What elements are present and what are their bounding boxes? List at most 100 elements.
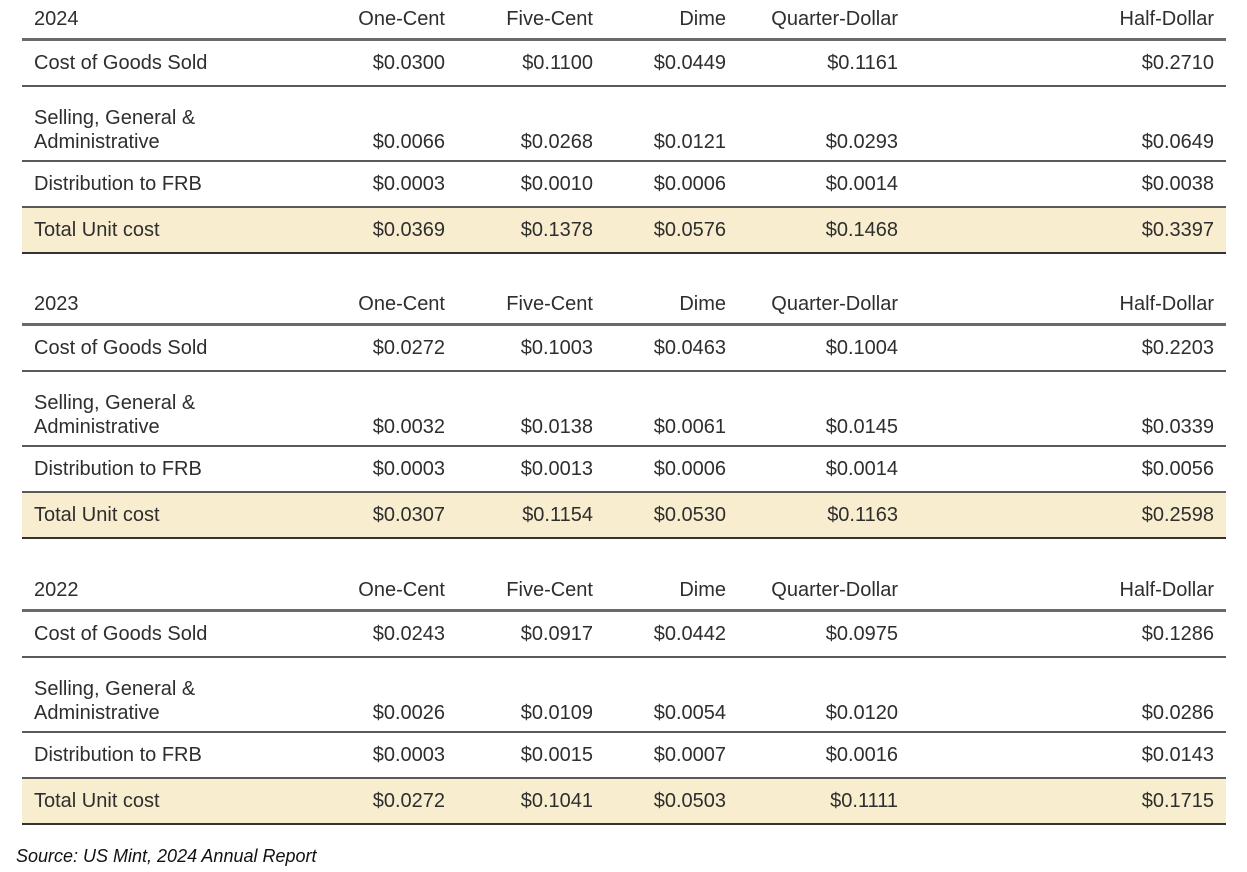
row-label: Total Unit cost — [22, 207, 327, 254]
year-header: 2023 — [22, 285, 327, 326]
cell-value: $0.0503 — [605, 778, 738, 825]
cell-value: $0.0054 — [605, 657, 738, 733]
cell-value: $0.1378 — [457, 207, 605, 254]
cell-value: $0.0449 — [605, 39, 738, 87]
cell-value: $0.0007 — [605, 732, 738, 779]
column-header: Half-Dollar — [910, 0, 1226, 41]
year-header: 2024 — [22, 0, 327, 41]
row-cost-of-goods-sold: Cost of Goods Sold $0.0300 $0.1100 $0.0449 $… — [22, 39, 1226, 87]
cell-value: $0.0003 — [327, 732, 457, 779]
cell-value: $0.0015 — [457, 732, 605, 779]
cell-value: $0.0293 — [738, 86, 910, 162]
cell-value: $0.1004 — [738, 324, 910, 372]
column-header: Five-Cent — [457, 285, 605, 326]
cell-value: $0.0369 — [327, 207, 457, 254]
cell-value: $0.1041 — [457, 778, 605, 825]
cell-value: $0.0014 — [738, 161, 910, 208]
cell-value: $0.0975 — [738, 610, 910, 658]
column-header: Dime — [605, 285, 738, 326]
cell-value: $0.0530 — [605, 492, 738, 539]
row-distribution-to-frb: Distribution to FRB $0.0003 $0.0010 $0.0006… — [22, 161, 1226, 208]
cell-value: $0.0463 — [605, 324, 738, 372]
column-header: Quarter-Dollar — [738, 285, 910, 326]
column-header: Quarter-Dollar — [738, 571, 910, 612]
year-header: 2022 — [22, 571, 327, 612]
row-distribution-to-frb: Distribution to FRB $0.0003 $0.0015 $0.0007… — [22, 732, 1226, 779]
row-label: Cost of Goods Sold — [22, 324, 327, 372]
row-label-line: Selling, General & — [34, 107, 196, 129]
cell-value: $0.0003 — [327, 446, 457, 493]
row-label-line: Selling, General & — [34, 392, 196, 414]
row-label: Distribution to FRB — [22, 732, 327, 779]
row-label: Cost of Goods Sold — [22, 39, 327, 87]
cell-value: $0.0003 — [327, 161, 457, 208]
table-header-row: 2023 One-Cent Five-Cent Dime Quarter-Dollar H… — [22, 285, 1226, 326]
cell-value: $0.0442 — [605, 610, 738, 658]
cell-value: $0.1161 — [738, 39, 910, 87]
cell-value: $0.0649 — [910, 86, 1226, 162]
cell-value: $0.0120 — [738, 657, 910, 733]
row-cost-of-goods-sold: Cost of Goods Sold $0.0243 $0.0917 $0.0442 $… — [22, 610, 1226, 658]
cell-value: $0.0307 — [327, 492, 457, 539]
cell-value: $0.0006 — [605, 446, 738, 493]
row-label: Selling, General & Administrative — [22, 371, 327, 447]
cell-value: $0.0061 — [605, 371, 738, 447]
cell-value: $0.1154 — [457, 492, 605, 539]
row-label: Total Unit cost — [22, 778, 327, 825]
column-header: One-Cent — [327, 285, 457, 326]
column-header: Five-Cent — [457, 571, 605, 612]
cell-value: $0.1163 — [738, 492, 910, 539]
row-selling-general-administrative: Selling, General & Administrative $0.0026 $… — [22, 657, 1226, 733]
cell-value: $0.0014 — [738, 446, 910, 493]
row-total-unit-cost: Total Unit cost $0.0369 $0.1378 $0.0576 $0.1… — [22, 207, 1226, 254]
cell-value: $0.0272 — [327, 778, 457, 825]
cell-value: $0.1100 — [457, 39, 605, 87]
cell-value: $0.0026 — [327, 657, 457, 733]
row-label: Total Unit cost — [22, 492, 327, 539]
cell-value: $0.1003 — [457, 324, 605, 372]
row-label: Cost of Goods Sold — [22, 610, 327, 658]
column-header: Quarter-Dollar — [738, 0, 910, 41]
cell-value: $0.2598 — [910, 492, 1226, 539]
column-header: Dime — [605, 0, 738, 41]
cell-value: $0.0243 — [327, 610, 457, 658]
row-total-unit-cost: Total Unit cost $0.0307 $0.1154 $0.0530 $0.1… — [22, 492, 1226, 539]
column-header: Five-Cent — [457, 0, 605, 41]
row-selling-general-administrative: Selling, General & Administrative $0.0066 $… — [22, 86, 1226, 162]
source-note: Source: US Mint, 2024 Annual Report — [16, 846, 317, 866]
cell-value: $0.3397 — [910, 207, 1226, 254]
column-header: One-Cent — [327, 0, 457, 41]
cell-value: $0.0138 — [457, 371, 605, 447]
table-header-row: 2024 One-Cent Five-Cent Dime Quarter-Dollar H… — [22, 0, 1226, 41]
cell-value: $0.0013 — [457, 446, 605, 493]
row-label: Selling, General & Administrative — [22, 657, 327, 733]
cell-value: $0.0339 — [910, 371, 1226, 447]
cell-value: $0.0143 — [910, 732, 1226, 779]
cell-value: $0.0268 — [457, 86, 605, 162]
cell-value: $0.0917 — [457, 610, 605, 658]
row-label-line: Administrative — [34, 131, 160, 153]
row-label-line: Selling, General & — [34, 678, 196, 700]
table-header-row: 2022 One-Cent Five-Cent Dime Quarter-Dollar H… — [22, 571, 1226, 612]
cell-value: $0.0300 — [327, 39, 457, 87]
unit-cost-table-2023: 2023 One-Cent Five-Cent Dime Quarter-Dollar H… — [22, 285, 1226, 539]
column-header: Half-Dollar — [910, 285, 1226, 326]
unit-cost-table-2024: 2024 One-Cent Five-Cent Dime Quarter-Dollar H… — [22, 0, 1226, 254]
cell-value: $0.0109 — [457, 657, 605, 733]
cell-value: $0.0145 — [738, 371, 910, 447]
row-label: Distribution to FRB — [22, 446, 327, 493]
cell-value: $0.0010 — [457, 161, 605, 208]
cell-value: $0.1111 — [738, 778, 910, 825]
row-distribution-to-frb: Distribution to FRB $0.0003 $0.0013 $0.0006… — [22, 446, 1226, 493]
cell-value: $0.0066 — [327, 86, 457, 162]
cell-value: $0.0006 — [605, 161, 738, 208]
cell-value: $0.0272 — [327, 324, 457, 372]
column-header: One-Cent — [327, 571, 457, 612]
unit-cost-table-2022: 2022 One-Cent Five-Cent Dime Quarter-Dollar H… — [22, 571, 1226, 825]
cell-value: $0.2203 — [910, 324, 1226, 372]
cell-value: $0.1468 — [738, 207, 910, 254]
row-label-line: Administrative — [34, 702, 160, 724]
row-cost-of-goods-sold: Cost of Goods Sold $0.0272 $0.1003 $0.0463 $… — [22, 324, 1226, 372]
cell-value: $0.0038 — [910, 161, 1226, 208]
row-label-line: Administrative — [34, 416, 160, 438]
